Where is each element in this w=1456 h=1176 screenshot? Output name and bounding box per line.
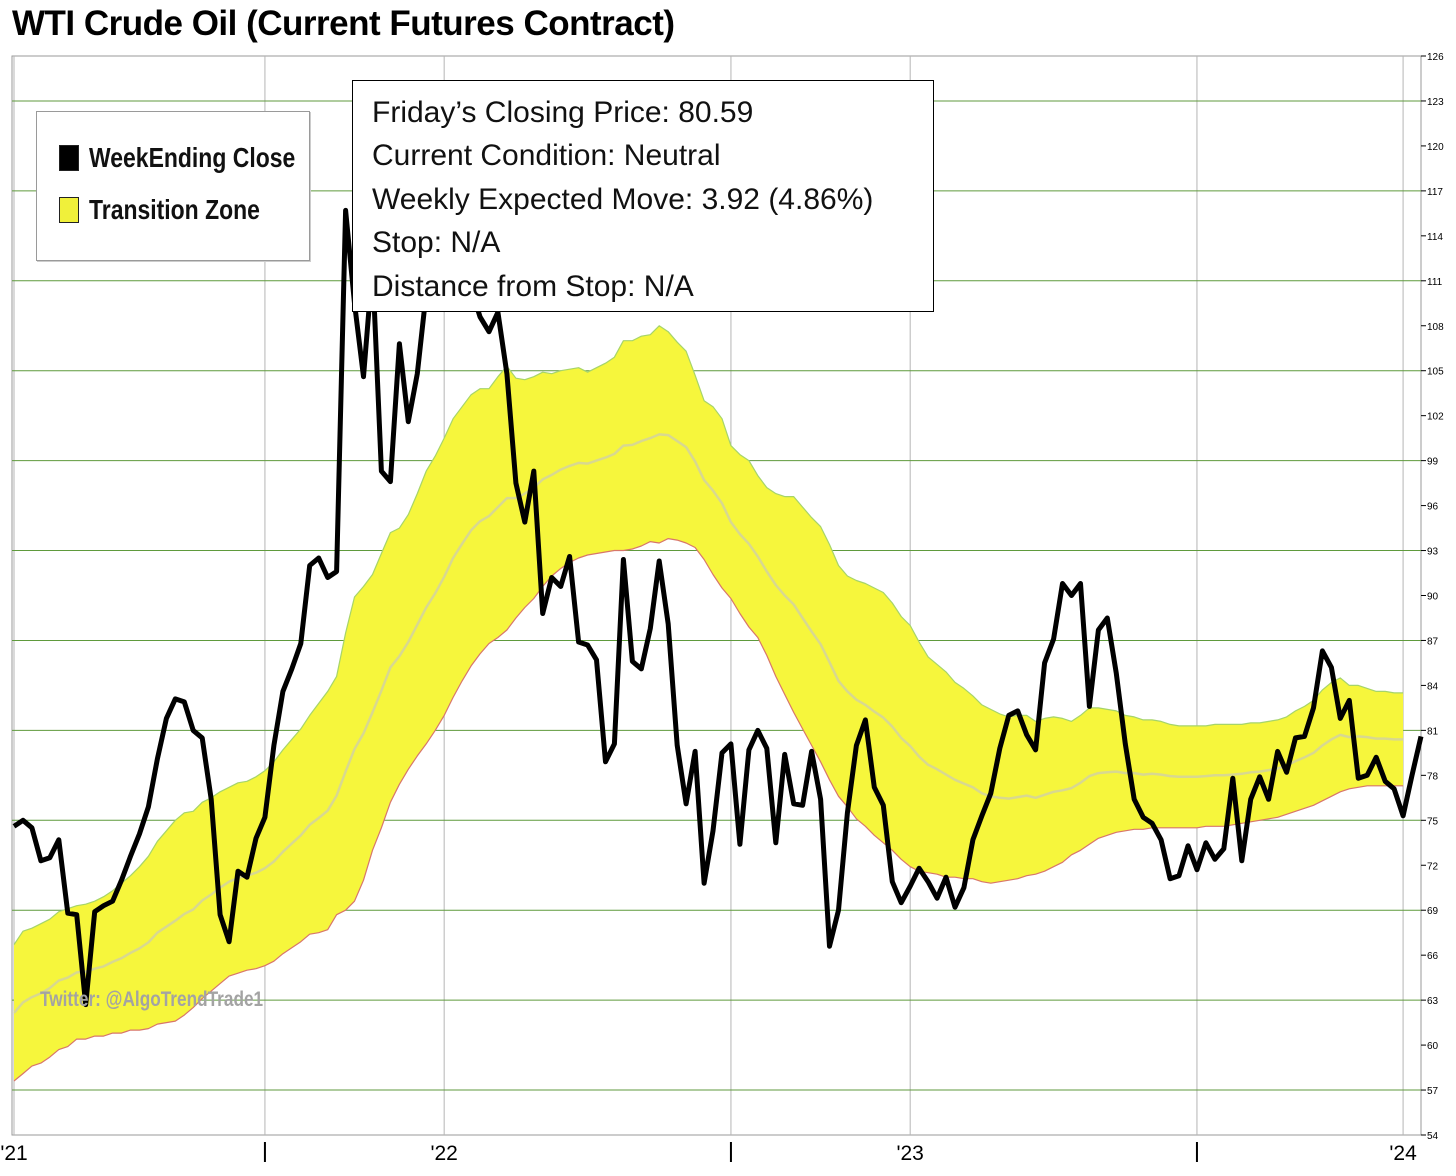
stop-text: Stop: N/A (372, 226, 501, 260)
info-box: Friday’s Closing Price: 80.59 Current Co… (352, 80, 934, 312)
y-tick-label: 60 (1427, 1041, 1439, 1052)
y-tick-label: 93 (1427, 547, 1439, 558)
transition-zone-lower-edge (13, 538, 1404, 1082)
axis-layer: 54 57 60 63 66 69 72 75 78 81 84 87 90 93 96 99 102 105 10… (0, 52, 1444, 1165)
y-tick-label: 90 (1427, 592, 1439, 603)
close-line-layer (12, 207, 1424, 1008)
y-tick-label: 75 (1427, 816, 1439, 827)
y-tick-label: 117 (1427, 187, 1443, 198)
watermark: Twitter: @AlgoTrendTrade1 (40, 988, 264, 1011)
y-tick-label: 99 (1427, 457, 1439, 468)
y-tick-label: 63 (1427, 996, 1439, 1007)
y-tick-label: 102 (1427, 412, 1444, 423)
x-tick-label: '23 (896, 1142, 923, 1165)
weekending-close-line (12, 207, 1424, 1008)
y-tick-label: 123 (1427, 97, 1444, 108)
y-tick-label: 57 (1427, 1086, 1439, 1097)
y-tick-label: 72 (1427, 861, 1439, 872)
y-tick-label: 66 (1427, 951, 1439, 962)
y-tick-label: 78 (1427, 771, 1439, 782)
y-tick-label: 54 (1427, 1131, 1439, 1142)
x-tick-label: '21 (0, 1142, 27, 1165)
legend-item-close: WeekEnding Close (59, 142, 341, 174)
legend-label-close: WeekEnding Close (89, 142, 296, 173)
y-tick-label: 87 (1427, 636, 1439, 647)
x-tick-label: '22 (430, 1142, 457, 1165)
x-tick-label: '24 (1389, 1142, 1417, 1165)
y-tick-label: 69 (1427, 906, 1439, 917)
legend: WeekEnding Close Transition Zone (36, 111, 310, 261)
transition-zone-layer (13, 325, 1404, 1082)
legend-label-zone: Transition Zone (89, 194, 260, 225)
y-tick-label: 111 (1427, 277, 1443, 288)
legend-swatch-close (59, 145, 79, 171)
current-condition-text: Current Condition: Neutral (372, 139, 721, 173)
y-tick-label: 81 (1427, 726, 1439, 737)
y-tick-label: 105 (1427, 367, 1444, 378)
y-tick-label: 120 (1427, 142, 1444, 153)
legend-item-zone: Transition Zone (59, 194, 297, 226)
y-tick-label: 114 (1427, 232, 1443, 243)
closing-price-text: Friday’s Closing Price: 80.59 (372, 96, 754, 129)
chart-title: WTI Crude Oil (Current Futures Contract) (12, 4, 675, 43)
y-tick-label: 126 (1427, 52, 1444, 63)
transition-zone-area (14, 325, 1404, 1081)
y-tick-label: 84 (1427, 681, 1439, 692)
transition-zone-upper-edge (13, 325, 1404, 946)
expected-move-text: Weekly Expected Move: 3.92 (4.86%) (372, 182, 874, 216)
y-tick-label: 108 (1427, 322, 1444, 333)
y-tick-label: 96 (1427, 502, 1439, 513)
distance-from-stop-text: Distance from Stop: N/A (372, 269, 694, 303)
legend-swatch-zone (59, 197, 79, 223)
